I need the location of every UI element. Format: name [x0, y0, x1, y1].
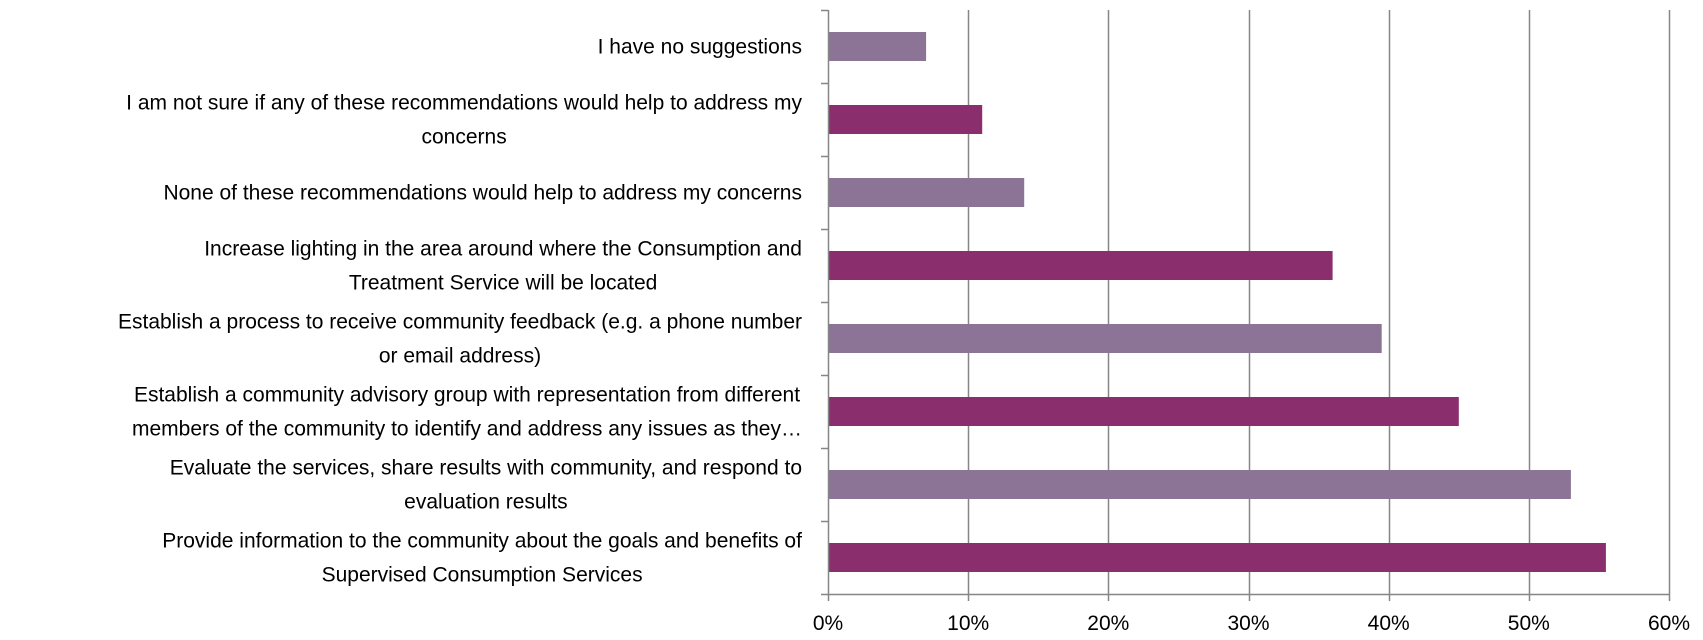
- category-label-line: Evaluate the services, share results wit…: [170, 457, 802, 480]
- x-tick-label-1: 10%: [947, 612, 989, 635]
- category-labels: I have no suggestions I am not sure if an…: [118, 36, 803, 587]
- category-label-5: Establish a community advisory group wit…: [132, 384, 802, 441]
- category-label-line: evaluation results: [404, 491, 567, 514]
- category-label-1: I am not sure if any of these recommenda…: [126, 92, 802, 149]
- bar-5: [828, 397, 1459, 426]
- category-label-line: None of these recommendations would help…: [163, 182, 802, 205]
- x-tick-label-4: 40%: [1368, 612, 1410, 635]
- x-tick-label-0: 0%: [813, 612, 843, 635]
- bar-7: [828, 543, 1606, 572]
- bars: [828, 32, 1606, 572]
- category-label-6: Evaluate the services, share results wit…: [170, 457, 802, 514]
- x-tick-label-3: 30%: [1227, 612, 1269, 635]
- category-label-line: I have no suggestions: [598, 36, 802, 59]
- category-label-4: Establish a process to receive community…: [118, 311, 802, 368]
- category-label-line: Supervised Consumption Services: [322, 564, 643, 587]
- category-label-line: Increase lighting in the area around whe…: [204, 238, 802, 261]
- category-label-line: members of the community to identify and…: [132, 418, 802, 441]
- category-label-line: or email address): [379, 345, 541, 368]
- x-tick-label-6: 60%: [1648, 612, 1690, 635]
- category-label-0: I have no suggestions: [598, 36, 802, 59]
- bar-3: [828, 251, 1333, 280]
- axes: [821, 9, 1671, 601]
- bar-2: [828, 178, 1025, 207]
- x-tick-label-5: 50%: [1508, 612, 1550, 635]
- category-label-2: None of these recommendations would help…: [163, 182, 802, 205]
- bar-6: [828, 470, 1571, 499]
- category-label-line: I am not sure if any of these recommenda…: [126, 92, 802, 115]
- category-label-7: Provide information to the community abo…: [162, 530, 802, 587]
- category-label-line: Establish a process to receive community…: [118, 311, 802, 334]
- bar-0: [828, 32, 927, 61]
- bar-1: [828, 105, 983, 134]
- category-label-line: Provide information to the community abo…: [162, 530, 802, 553]
- category-label-line: concerns: [421, 126, 506, 149]
- bar-4: [828, 324, 1382, 353]
- category-label-line: Treatment Service will be located: [349, 272, 658, 295]
- category-label-3: Increase lighting in the area around whe…: [204, 238, 802, 295]
- x-tick-label-2: 20%: [1087, 612, 1129, 635]
- gridlines: [967, 10, 1671, 594]
- x-tick-labels: 0% 10% 20% 30% 40% 50% 60%: [813, 612, 1690, 635]
- category-label-line: Establish a community advisory group wit…: [134, 384, 800, 407]
